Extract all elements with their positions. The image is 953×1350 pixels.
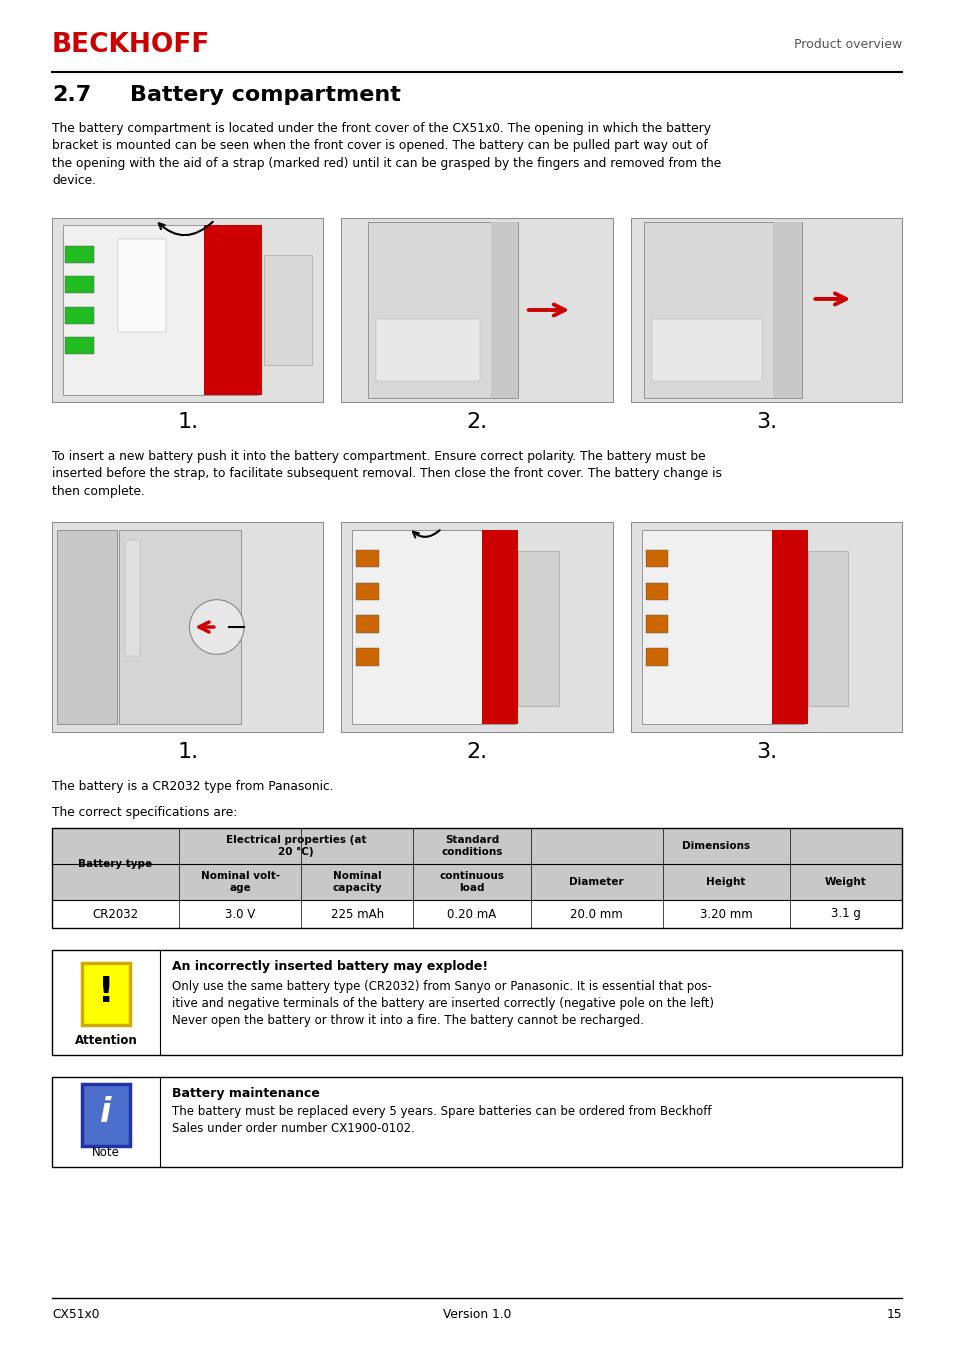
Bar [645,549,668,567]
Bar [630,522,901,732]
Text: The correct specifications are:: The correct specifications are: [52,806,237,819]
Text: 3.: 3. [755,412,776,432]
Bar [630,217,901,402]
Bar [491,221,517,398]
Bar [355,648,378,666]
Text: Diameter: Diameter [569,878,623,887]
Text: To insert a new battery push it into the battery compartment. Ensure correct pol: To insert a new battery push it into the… [52,450,721,498]
Text: 3.: 3. [755,743,776,761]
Text: CR2032: CR2032 [92,907,138,921]
Text: continuous
load: continuous load [439,871,504,892]
Text: 3.1 g: 3.1 g [830,907,860,921]
Text: 20.0 mm: 20.0 mm [570,907,622,921]
Text: Weight: Weight [824,878,865,887]
Bar [652,319,761,381]
Bar [341,217,612,402]
Text: An incorrectly inserted battery may explode!: An incorrectly inserted battery may expl… [172,960,488,973]
Bar [119,531,241,724]
Bar [773,221,801,398]
Bar [643,221,801,398]
Bar [368,221,517,398]
FancyBboxPatch shape [82,963,130,1025]
Bar [771,531,807,724]
Bar [65,246,94,263]
Text: !: ! [97,975,114,1008]
Text: Battery compartment: Battery compartment [130,85,400,105]
FancyBboxPatch shape [82,1084,130,1146]
Bar [52,522,323,732]
Bar [63,225,258,394]
Text: 2.: 2. [466,743,487,761]
Text: 2.: 2. [466,412,487,432]
Bar [807,551,847,706]
Bar [117,239,166,332]
Text: The battery compartment is located under the front cover of the CX51x0. The open: The battery compartment is located under… [52,122,720,188]
Bar [52,1077,901,1166]
Text: 2.7: 2.7 [52,85,91,105]
Bar [355,616,378,633]
Bar [640,531,803,724]
Bar [52,828,901,927]
Bar [645,583,668,599]
Circle shape [190,599,244,655]
Text: Battery type: Battery type [78,859,152,869]
Bar [52,217,323,402]
Bar [65,306,94,324]
Text: Standard
conditions: Standard conditions [441,836,502,857]
Bar [645,616,668,633]
Bar [352,531,515,724]
Text: 225 mAh: 225 mAh [331,907,383,921]
Text: Product overview: Product overview [793,38,901,51]
Text: The battery is a CR2032 type from Panasonic.: The battery is a CR2032 type from Panaso… [52,780,334,792]
Text: 3.20 mm: 3.20 mm [700,907,752,921]
Bar [263,255,313,366]
Bar [52,828,901,900]
Bar [645,648,668,666]
Text: Dimensions: Dimensions [681,841,750,850]
Text: Only use the same battery type (CR2032) from Sanyo or Panasonic. It is essential: Only use the same battery type (CR2032) … [172,980,713,1027]
Text: 1.: 1. [177,412,198,432]
Text: Version 1.0: Version 1.0 [442,1308,511,1322]
Text: Nominal
capacity: Nominal capacity [333,871,382,892]
Text: CX51x0: CX51x0 [52,1308,99,1322]
Text: 3.0 V: 3.0 V [225,907,255,921]
Text: Electrical properties (at
20 °C): Electrical properties (at 20 °C) [226,836,366,857]
Bar [517,551,558,706]
Bar [57,531,117,724]
Text: Note: Note [92,1146,120,1160]
Bar [375,319,480,381]
Text: Attention: Attention [74,1034,137,1048]
Bar [355,549,378,567]
Text: 1.: 1. [177,743,198,761]
Text: i: i [100,1096,112,1130]
Bar [125,540,140,656]
Bar [65,277,94,293]
Bar [65,338,94,354]
Text: Height: Height [706,878,745,887]
Bar [355,583,378,599]
Text: Battery maintenance: Battery maintenance [172,1087,319,1100]
Bar [52,950,901,1054]
Text: The battery must be replaced every 5 years. Spare batteries can be ordered from : The battery must be replaced every 5 yea… [172,1106,711,1135]
Text: 15: 15 [885,1308,901,1322]
Bar [341,522,612,732]
Bar [482,531,517,724]
Text: Nominal volt-
age: Nominal volt- age [200,871,279,892]
Text: 0.20 mA: 0.20 mA [447,907,497,921]
Bar [203,225,262,394]
Text: BECKHOFF: BECKHOFF [52,32,211,58]
